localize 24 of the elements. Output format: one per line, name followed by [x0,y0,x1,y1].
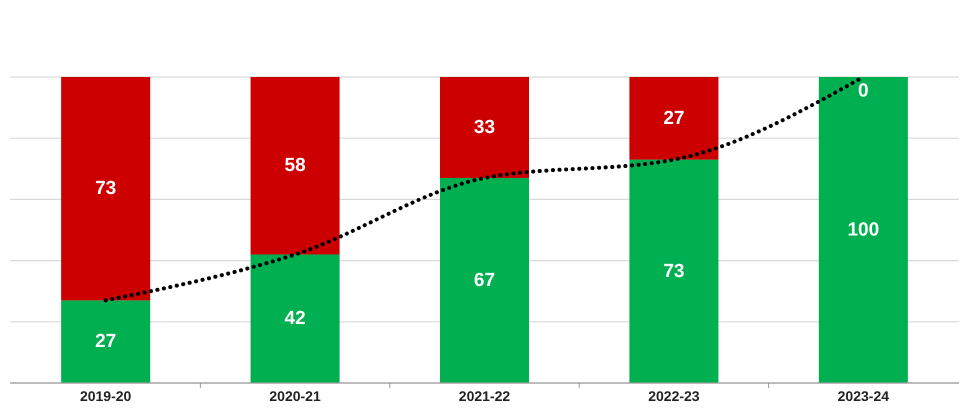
bar [440,178,530,383]
data-label: 100 [847,220,880,240]
data-label: 42 [284,308,306,330]
bar [629,77,718,160]
bar [629,160,718,383]
data-label: 27 [663,108,684,129]
data-label: 58 [284,155,306,176]
bar [250,254,340,383]
bar [818,77,908,383]
data-label: 73 [663,260,684,282]
bar [250,77,340,254]
data-label: 0 [858,80,869,102]
bar [61,300,150,383]
x-tick-label: 2023-24 [838,388,890,404]
bar [440,77,530,178]
data-label: 33 [474,116,496,138]
x-tick-label: 2019-20 [80,388,132,404]
data-label: 27 [95,331,116,352]
x-tick-label: 2022-23 [648,388,700,404]
data-label: 67 [474,270,496,291]
data-label: 73 [95,178,116,200]
x-tick-label: 2021-22 [458,388,510,404]
bar [61,77,150,300]
x-tick-label: 2020-21 [269,388,321,404]
